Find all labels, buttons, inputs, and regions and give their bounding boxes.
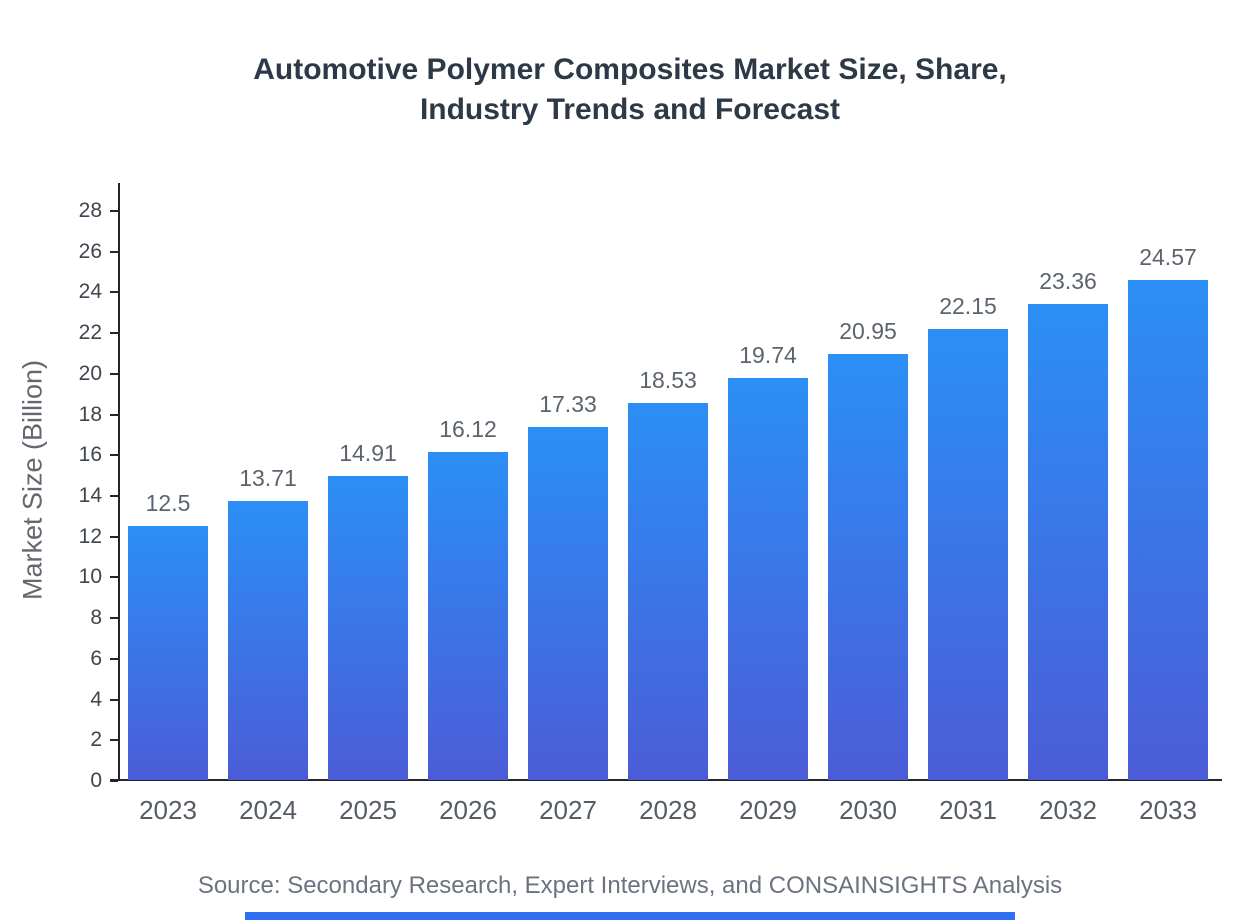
- chart-title: Automotive Polymer Composites Market Siz…: [253, 53, 1007, 126]
- y-tick-mark: [110, 657, 118, 660]
- y-tick-mark: [110, 576, 118, 579]
- y-tick-label: 8: [90, 606, 102, 630]
- x-tick-label: 2026: [439, 795, 497, 825]
- bar-2023: [128, 525, 208, 780]
- bar-2025: [328, 476, 408, 780]
- y-tick-mark: [110, 780, 118, 782]
- y-tick-label: 14: [78, 484, 102, 507]
- y-tick-label: 20: [78, 361, 102, 385]
- x-tick-label: 2027: [539, 795, 597, 825]
- y-tick-mark: [110, 617, 118, 620]
- bar-value-label: 12.5: [145, 489, 191, 516]
- bar-2028: [628, 402, 708, 780]
- y-tick-mark: [110, 250, 118, 253]
- x-tick-label: 2028: [639, 795, 697, 825]
- bar-value-label: 14.91: [339, 440, 397, 467]
- bar-value-label: 20.95: [839, 317, 897, 344]
- bar-value-label: 13.71: [239, 464, 297, 491]
- bar-value-label: 24.57: [1139, 243, 1197, 270]
- y-tick-mark: [110, 372, 118, 375]
- y-tick-mark: [110, 454, 118, 457]
- y-tick-mark: [110, 210, 118, 212]
- y-tick-label: 18: [78, 402, 102, 426]
- y-axis-title: Market Size (Billion): [17, 359, 48, 601]
- y-axis-line: [118, 183, 120, 781]
- bar-value-label: 16.12: [439, 415, 497, 442]
- y-tick-mark: [110, 698, 118, 701]
- y-tick-label: 0: [90, 769, 102, 792]
- y-tick-label: 26: [78, 239, 102, 263]
- bar-2033: [1128, 279, 1208, 780]
- y-tick-label: 12: [78, 524, 102, 548]
- bar-2029: [728, 378, 808, 780]
- x-tick-label: 2032: [1039, 795, 1097, 825]
- y-tick-mark: [110, 291, 118, 294]
- x-tick-label: 2023: [139, 795, 197, 825]
- y-tick-label: 4: [90, 687, 102, 711]
- bar-2031: [928, 329, 1008, 780]
- y-tick-label: 22: [78, 321, 102, 345]
- x-tick-label: 2025: [339, 795, 397, 825]
- bar-2030: [828, 353, 908, 780]
- y-tick-label: 28: [78, 199, 102, 222]
- x-axis-line: [110, 779, 1222, 781]
- plot-area: 0 2 4 6 8 10 12 14 16 18 20 22 24 26 28 12.5 2023 13.71 20…: [79, 183, 1222, 825]
- bar-value-label: 18.53: [639, 366, 697, 393]
- y-tick-label: 10: [78, 565, 102, 589]
- source-note: Source: Secondary Research, Expert Inter…: [197, 872, 1063, 899]
- footer-accent-bar: [245, 912, 1015, 920]
- y-tick-mark: [110, 413, 118, 416]
- y-tick-mark: [110, 535, 118, 538]
- y-tick-label: 24: [78, 280, 102, 304]
- x-tick-label: 2033: [1139, 795, 1197, 825]
- bar-value-label: 23.36: [1039, 268, 1097, 295]
- bar-2027: [528, 427, 608, 780]
- x-tick-label: 2030: [839, 795, 897, 825]
- bar-2026: [428, 451, 508, 780]
- bar-value-label: 17.33: [539, 391, 597, 418]
- y-tick-mark: [110, 739, 118, 742]
- y-tick-label: 2: [90, 728, 102, 752]
- x-tick-label: 2029: [739, 795, 797, 825]
- x-tick-label: 2024: [239, 795, 297, 825]
- y-tick-mark: [110, 332, 118, 335]
- y-tick-mark: [110, 495, 118, 497]
- bar-2024: [228, 500, 308, 780]
- y-tick-label: 6: [90, 646, 102, 670]
- bar-value-label: 22.15: [939, 293, 997, 320]
- y-tick-label: 16: [78, 443, 102, 467]
- bar-value-label: 19.74: [739, 342, 797, 369]
- x-tick-label: 2031: [939, 795, 997, 825]
- bar-2032: [1028, 304, 1108, 780]
